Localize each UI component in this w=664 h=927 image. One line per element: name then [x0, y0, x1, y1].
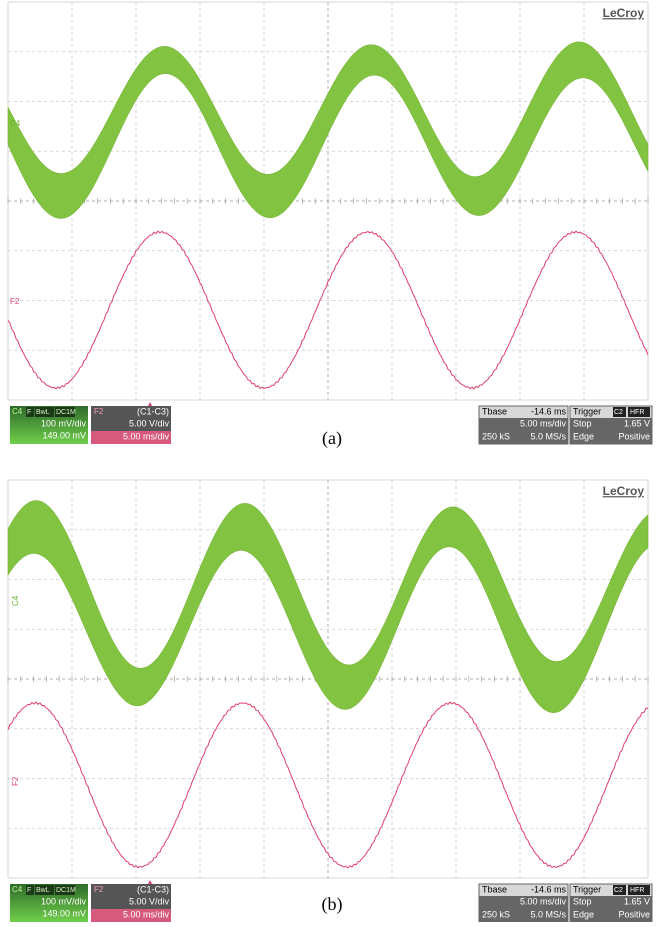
channel-marker: C4: [11, 595, 20, 606]
box-value: 5.00 ms/div: [123, 909, 170, 919]
box-value: 5.0 MS/s: [530, 909, 566, 919]
box-value: 1.65 V: [624, 418, 650, 428]
brand: LeCroy: [603, 6, 645, 20]
flag: DC1M: [56, 409, 76, 416]
box-value: Stop: [573, 896, 592, 906]
flag: F: [27, 887, 31, 894]
box-value: 250 kS: [482, 909, 510, 919]
channel-marker: C4: [10, 119, 21, 128]
box-label: Tbase: [482, 884, 507, 894]
box-value: 5.00 ms/div: [520, 896, 567, 906]
box-value: 5.00 V/div: [129, 896, 170, 906]
box-label: Trigger: [573, 884, 601, 894]
box-value: C2: [614, 409, 623, 416]
box-value: 5.0 MS/s: [530, 431, 566, 441]
box-value: Stop: [573, 418, 592, 428]
box-value: 5.00 ms/div: [123, 431, 170, 441]
flag: BwL: [36, 409, 50, 416]
flag: F: [27, 409, 31, 416]
box-label: Trigger: [573, 406, 601, 416]
box-value: 250 kS: [482, 431, 510, 441]
box-value: 100 mV/div: [41, 896, 87, 906]
box-label: C4: [12, 885, 23, 894]
flag: BwL: [36, 887, 50, 894]
box-value: HFR: [630, 887, 644, 894]
box-value: 149.00 mV: [42, 908, 86, 918]
box-label: C4: [12, 407, 23, 416]
box-label: F2: [94, 885, 104, 894]
box-value: (C1-C3): [137, 884, 169, 894]
box-value: -14.6 ms: [531, 884, 567, 894]
box-value: 100 mV/div: [41, 418, 87, 428]
box-value: -14.6 ms: [531, 406, 567, 416]
box-value: HFR: [630, 409, 644, 416]
channel-marker: F2: [10, 297, 20, 306]
box-value: Positive: [618, 431, 650, 441]
figure: LeCroy C4 F2 C4 F BwL DC1M 100 mV/div 149.00 mV F…: [0, 0, 664, 922]
box-value: 149.00 mV: [42, 430, 86, 440]
box-value: 5.00 ms/div: [520, 418, 567, 428]
box-value: 1.65 V: [624, 896, 650, 906]
box-label: F2: [94, 407, 104, 416]
box-value: Edge: [573, 909, 594, 919]
channel-marker: F2: [11, 776, 20, 786]
caption: (b): [322, 894, 343, 915]
flag: DC1M: [56, 887, 76, 894]
brand: LeCroy: [603, 484, 645, 498]
box-value: C2: [614, 887, 623, 894]
box-value: (C1-C3): [137, 406, 169, 416]
box-label: Tbase: [482, 406, 507, 416]
box-value: 5.00 V/div: [129, 418, 170, 428]
box-value: Edge: [573, 431, 594, 441]
box-value: Positive: [618, 909, 650, 919]
caption: (a): [322, 428, 342, 449]
